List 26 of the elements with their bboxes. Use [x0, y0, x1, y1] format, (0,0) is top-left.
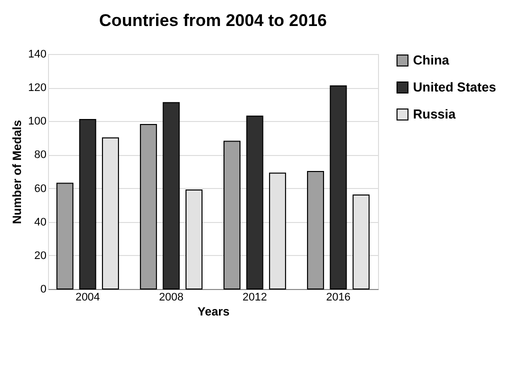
x-tick-label: 2016: [326, 292, 351, 304]
bar: [246, 116, 264, 290]
bar: [56, 182, 74, 290]
y-tick-label: 0: [40, 284, 46, 296]
bar: [307, 171, 324, 290]
legend-label: China: [413, 52, 450, 68]
bar: [330, 85, 347, 290]
x-tick-label: 2012: [242, 292, 268, 304]
y-tick-label: 40: [34, 216, 46, 228]
x-axis-title: Years: [197, 304, 230, 318]
bar: [79, 118, 96, 290]
y-tick-label: 80: [34, 149, 46, 162]
y-tick-label: 140: [28, 48, 46, 60]
y-tick-label: 100: [28, 116, 46, 128]
bar: [223, 140, 240, 290]
y-tick-label: 60: [34, 182, 46, 195]
legend-label: United States: [413, 80, 496, 94]
y-axis-title: Number of Medals: [10, 120, 24, 224]
y-tick-label: 20: [34, 250, 46, 262]
bar: [140, 124, 157, 290]
bar: [162, 102, 180, 290]
x-tick-label: 2004: [75, 292, 100, 304]
y-tick-label: 120: [28, 82, 46, 94]
legend-label: Russia: [413, 106, 456, 122]
chart-title: Countries from 2004 to 2016: [99, 11, 327, 30]
x-tick-label: 2008: [158, 292, 184, 304]
